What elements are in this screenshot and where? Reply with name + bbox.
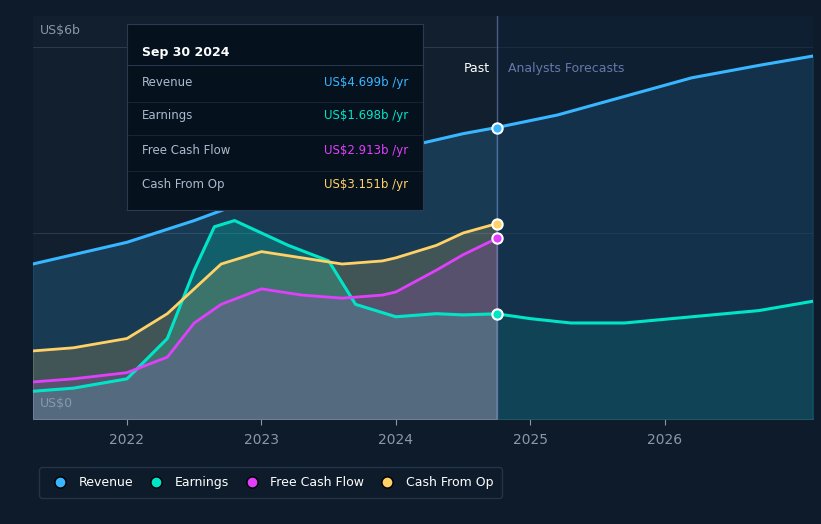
- Text: US$0: US$0: [39, 397, 73, 410]
- Text: US$6b: US$6b: [39, 25, 80, 37]
- Point: [490, 220, 503, 228]
- Bar: [497, 16, 813, 419]
- Point: [490, 310, 503, 318]
- Point: [490, 234, 503, 243]
- Text: Earnings: Earnings: [142, 109, 194, 122]
- Text: Sep 30 2024: Sep 30 2024: [142, 46, 230, 59]
- Legend: Revenue, Earnings, Free Cash Flow, Cash From Op: Revenue, Earnings, Free Cash Flow, Cash …: [39, 467, 502, 498]
- Text: Cash From Op: Cash From Op: [142, 178, 224, 191]
- Text: US$4.699b /yr: US$4.699b /yr: [323, 75, 408, 89]
- Text: Revenue: Revenue: [142, 75, 194, 89]
- Text: US$1.698b /yr: US$1.698b /yr: [323, 109, 408, 122]
- Text: US$2.913b /yr: US$2.913b /yr: [323, 145, 408, 158]
- Text: Past: Past: [464, 62, 490, 75]
- Text: US$3.151b /yr: US$3.151b /yr: [324, 178, 408, 191]
- Text: Analysts Forecasts: Analysts Forecasts: [507, 62, 624, 75]
- Text: Free Cash Flow: Free Cash Flow: [142, 145, 231, 158]
- Point: [490, 123, 503, 132]
